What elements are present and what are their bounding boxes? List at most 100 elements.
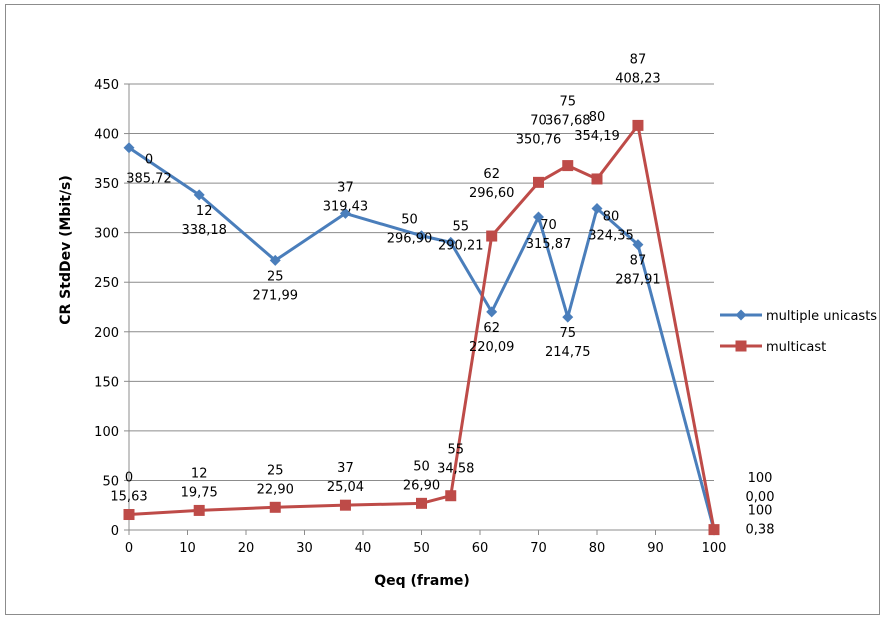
legend-marker-square [735, 340, 747, 352]
y-tick-label: 450 [94, 78, 119, 93]
data-label-x: 12 [196, 204, 213, 219]
data-label-x: 100 [748, 471, 773, 486]
x-tick-label: 20 [238, 541, 255, 556]
x-tick-label: 30 [296, 541, 313, 556]
data-point-diamond [486, 306, 498, 318]
data-label-x: 37 [337, 180, 354, 195]
series-line-multiple-unicasts [128, 146, 716, 531]
data-label-x: 12 [191, 466, 208, 481]
data-label-x: 55 [447, 443, 464, 458]
data-label-x: 87 [630, 52, 647, 67]
y-tick-label: 250 [94, 276, 119, 291]
data-label-x: 62 [483, 321, 500, 336]
data-label-x: 55 [452, 219, 469, 234]
data-point-square [591, 173, 603, 185]
data-label-y: 271,99 [253, 288, 299, 303]
chart-frame: 0 50 100 150 200 250 300 350 400 450 0 10 20 30 40 50 60… [5, 4, 880, 615]
data-label-y: 15,63 [110, 490, 147, 505]
data-label-x: 80 [589, 110, 606, 125]
x-tick-label: 80 [589, 541, 606, 556]
data-label-y: 324,35 [588, 229, 634, 244]
data-label-y: 287,91 [615, 273, 661, 288]
x-tick-label: 70 [530, 541, 547, 556]
data-label-y: 220,09 [469, 340, 515, 355]
y-tick-label: 350 [94, 177, 119, 192]
data-point-diamond [269, 254, 281, 266]
series-markers [123, 119, 720, 536]
data-point-square [486, 230, 498, 242]
data-label-x: 25 [267, 269, 284, 284]
data-label-y: 408,23 [615, 71, 661, 86]
data-label-y: 315,87 [526, 237, 572, 252]
data-point-diamond [123, 142, 135, 154]
data-label-y: 19,75 [181, 485, 218, 500]
y-tick-label: 50 [102, 474, 119, 489]
data-label-y: 290,21 [438, 238, 484, 253]
data-point-diamond [533, 211, 544, 223]
y-tick-label: 150 [94, 375, 119, 390]
y-tick-label: 400 [94, 128, 119, 143]
data-point-square [339, 499, 351, 511]
data-label-y: 34,58 [437, 462, 474, 477]
data-point-square [193, 504, 205, 516]
x-tick-label: 40 [355, 541, 372, 556]
data-point-square [123, 509, 135, 521]
series-lines [128, 123, 716, 531]
data-label-x: 62 [483, 167, 500, 182]
data-label-y: 296,90 [387, 232, 433, 247]
data-label-y: 0,00 [746, 490, 775, 505]
data-point-diamond [445, 236, 457, 248]
data-point-square [445, 490, 457, 502]
data-point-diamond [562, 311, 574, 323]
data-label-y: 350,76 [516, 132, 562, 147]
legend-label: multicast [766, 340, 826, 355]
y-tick-label: 300 [94, 227, 119, 242]
data-label-y: 25,04 [327, 480, 364, 495]
data-label-y: 367,68 [545, 114, 591, 129]
data-label-y: 22,90 [257, 482, 294, 497]
data-label-y: 0,38 [746, 523, 775, 538]
data-label-x: 75 [559, 326, 576, 341]
data-label-y: 319,43 [323, 199, 369, 214]
data-label-y: 26,90 [403, 478, 440, 493]
data-label-y: 214,75 [545, 345, 591, 360]
x-tick-label: 90 [647, 541, 664, 556]
data-label-x: 50 [413, 459, 430, 474]
data-label-y: 354,19 [574, 129, 620, 144]
x-tick-label: 0 [125, 541, 133, 556]
data-point-square [416, 497, 427, 509]
data-point-diamond [193, 189, 205, 201]
data-label-x: 87 [630, 254, 647, 269]
data-point-square [562, 160, 574, 172]
data-point-square [269, 501, 281, 513]
data-labels: 0 385,72 12 338,18 25 271,99 37 319,43 50 296,90 5… [110, 52, 774, 537]
x-axis-title: Qeq (frame) [374, 573, 470, 589]
legend-marker-diamond [735, 309, 747, 321]
data-label-x: 50 [401, 213, 418, 228]
legend-label: multiple unicasts [766, 309, 877, 324]
data-label-y: 338,18 [181, 223, 227, 238]
legend: multiple unicasts multicast [720, 309, 877, 355]
data-point-square [708, 524, 720, 536]
data-point-square [533, 176, 544, 188]
x-tick-label: 100 [702, 541, 727, 556]
data-label-x: 75 [559, 95, 576, 110]
data-label-y: 296,60 [469, 186, 515, 201]
axes [124, 83, 715, 535]
data-label-x: 70 [540, 218, 557, 233]
data-point-diamond [416, 230, 427, 242]
series-line-multicast [128, 123, 716, 530]
data-label-x: 80 [603, 210, 620, 225]
y-tick-label: 200 [94, 326, 119, 341]
data-point-square [632, 119, 644, 131]
data-point-diamond [339, 207, 351, 219]
data-label-x: 25 [267, 463, 284, 478]
y-axis-title: CR StdDev (Mbit/s) [58, 175, 74, 325]
data-label-x: 0 [125, 471, 133, 486]
data-point-diamond [591, 203, 603, 215]
data-label-y: 385,72 [126, 172, 172, 187]
x-tick-label: 50 [413, 541, 430, 556]
x-tick-label: 60 [472, 541, 489, 556]
